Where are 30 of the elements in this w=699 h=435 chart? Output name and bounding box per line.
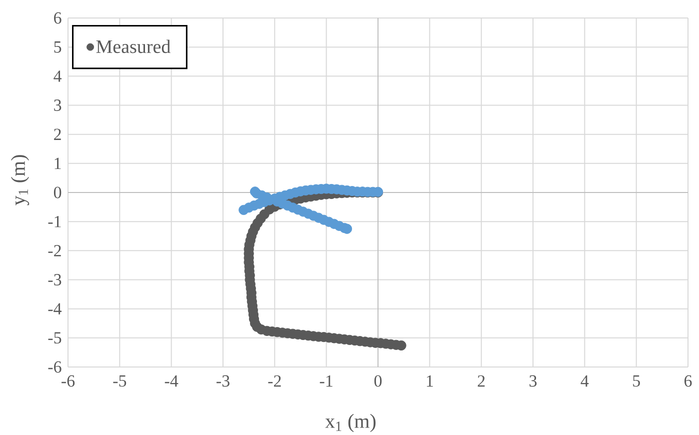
x-tick-label: 2 <box>478 375 485 386</box>
y-tick-label: 2 <box>54 128 61 140</box>
x-axis-title: x$_{1}$ (m) <box>325 414 376 432</box>
x-tick-label: 0 <box>374 375 382 387</box>
y-axis-title: y$_{1}$ (m) <box>10 154 30 206</box>
x-tick-label: -4 <box>164 375 178 386</box>
point <box>238 204 249 215</box>
y-tick-label: 4 <box>54 70 62 82</box>
x-tick-label: 3 <box>530 375 537 387</box>
y-tick-label: 3 <box>54 99 62 111</box>
y-tick-label: 1 <box>54 158 61 169</box>
y-tick-label: -5 <box>48 332 62 344</box>
y-tick-label: -4 <box>48 303 62 314</box>
x-tick-label: -6 <box>62 375 75 387</box>
legend-label: Measured <box>96 40 170 53</box>
x-tick-label: -3 <box>216 375 230 387</box>
y-tick-label: 5 <box>54 41 62 53</box>
x-tick-label: 6 <box>684 375 692 387</box>
x-tick-label: -5 <box>113 375 126 386</box>
y-tick-label: -3 <box>48 274 62 286</box>
y-tick-label: 0 <box>54 186 62 198</box>
y-tick-label: -1 <box>48 216 61 227</box>
y-tick-label: 6 <box>54 12 62 24</box>
x-tick-label: 5 <box>633 375 640 386</box>
x-tick-label: -2 <box>268 375 281 386</box>
x-tick-label: 1 <box>426 375 433 386</box>
x-tick-label: -1 <box>320 375 332 386</box>
x-tick-label: 4 <box>580 375 589 386</box>
y-tick-label: -6 <box>48 361 62 373</box>
y-tick-label: -2 <box>48 244 61 256</box>
